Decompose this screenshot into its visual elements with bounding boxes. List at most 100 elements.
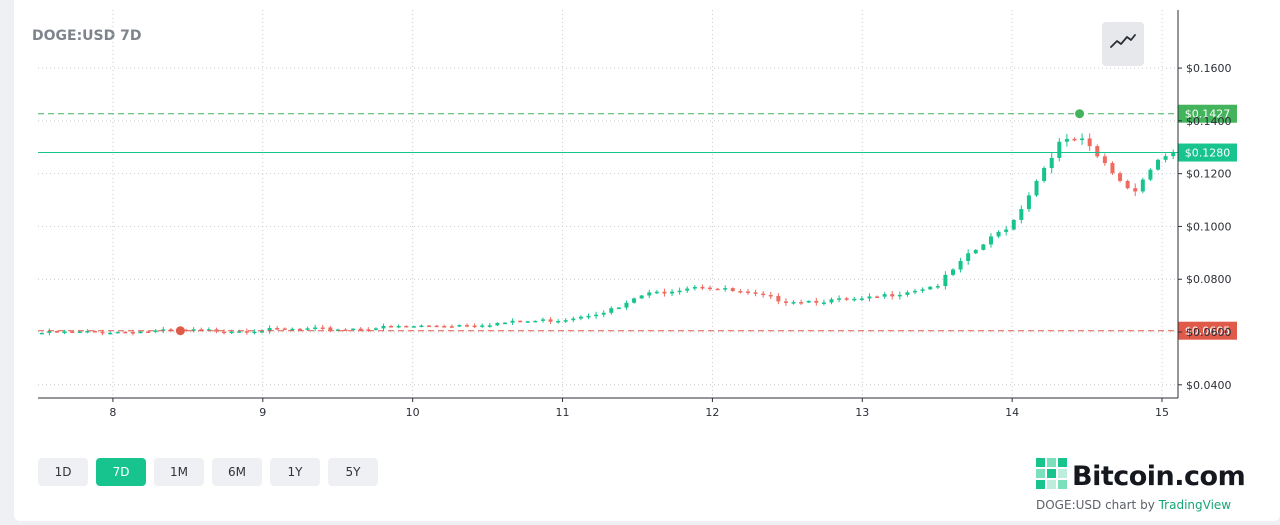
candle-body [335, 329, 340, 332]
candle-body [480, 325, 485, 327]
price-chart[interactable]: $0.0605$0.1280$0.1427 $0.0400$0.0600$0.0… [0, 0, 1280, 420]
candle-body [837, 298, 842, 300]
candle-body [928, 286, 933, 290]
candle-body [161, 329, 166, 331]
candle-body [556, 320, 561, 323]
low-price-tag-label: $0.0605 [1185, 325, 1231, 338]
x-tick-label: 11 [556, 406, 570, 419]
candle-body [844, 298, 849, 300]
candle-body [586, 315, 591, 318]
candle-body [449, 326, 454, 328]
candle-body [184, 329, 189, 332]
candle-body [1049, 157, 1054, 168]
candle-body [745, 291, 750, 293]
candle-body [244, 331, 249, 333]
candle-body [130, 332, 135, 334]
candle-body [753, 292, 758, 294]
candle-body [70, 331, 75, 334]
candle-body [351, 328, 356, 331]
line-chart-icon [1110, 34, 1136, 54]
candle-body [487, 325, 492, 327]
candle-body [768, 294, 773, 297]
candle-body [814, 300, 819, 303]
candle-body [495, 322, 500, 326]
candle-body [548, 319, 553, 322]
candle-body [738, 291, 743, 293]
candle-body [320, 327, 325, 329]
candle-body [616, 307, 621, 310]
candle-body [670, 291, 675, 294]
candle-body [730, 288, 735, 292]
candle-body [692, 286, 697, 289]
brand[interactable]: Bitcoin.com [1036, 458, 1246, 494]
x-tick-label: 9 [259, 406, 266, 419]
y-tick-label: $0.1600 [1186, 62, 1232, 75]
range-button-1d[interactable]: 1D [38, 458, 88, 486]
low-marker [175, 326, 185, 336]
candle-body [958, 260, 963, 270]
chart-type-toggle[interactable] [1102, 22, 1144, 66]
candle-body [1034, 180, 1039, 196]
candle-body [373, 328, 378, 330]
candle-body [343, 329, 348, 332]
candle-body [685, 288, 690, 291]
candle-body [935, 286, 940, 288]
candle-body [1140, 179, 1145, 192]
candle-body [389, 325, 394, 328]
candle-body [153, 330, 158, 332]
candle-body [821, 302, 826, 304]
y-tick-label: $0.1400 [1186, 115, 1232, 128]
candle-body [1026, 195, 1031, 210]
candle-body [905, 292, 910, 295]
x-tick-label: 8 [109, 406, 116, 419]
candle-body [1156, 159, 1161, 170]
chart-axes: $0.0400 $0.0600 $0.0800 $0.1000 $0.1200 $0.14… [38, 10, 1232, 419]
range-button-1y[interactable]: 1Y [270, 458, 320, 486]
candle-body [123, 331, 128, 334]
range-button-1m[interactable]: 1M [154, 458, 204, 486]
candle-body [723, 288, 728, 290]
time-range-selector: 1D 7D 1M 6M 1Y 5Y [38, 458, 378, 486]
candle-body [806, 300, 811, 303]
candle-body [328, 327, 333, 331]
candle-body [313, 327, 318, 329]
candle-body [708, 287, 713, 290]
candle-body [776, 295, 781, 302]
range-button-5y[interactable]: 5Y [328, 458, 378, 486]
candle-body [791, 302, 796, 304]
candle-body [533, 320, 538, 323]
current-price-tag [1178, 143, 1237, 162]
candle-body [138, 331, 143, 334]
candle-body [1171, 152, 1176, 157]
candle-body [639, 295, 644, 299]
candle-body [950, 269, 955, 275]
chart-card [14, 0, 1280, 521]
candle-body [427, 325, 432, 328]
bitcoin-com-logo-icon [1036, 458, 1068, 494]
candle-body [1133, 188, 1138, 192]
candle-body [677, 290, 682, 293]
candle-body [700, 286, 705, 289]
candle-body [297, 328, 302, 331]
price-lines: $0.0605 $0.1280 $0.1427 [38, 104, 1237, 340]
range-button-6m[interactable]: 6M [212, 458, 262, 486]
candles [39, 133, 1176, 336]
candle-body [601, 312, 606, 315]
candle-body [1064, 138, 1069, 142]
candle-body [525, 321, 530, 323]
candle-body [411, 326, 416, 328]
candle-body [996, 231, 1001, 237]
candle-body [1087, 138, 1092, 147]
candle-body [1057, 141, 1062, 158]
candle-body [1148, 169, 1153, 180]
candle-body [419, 325, 424, 328]
range-button-7d[interactable]: 7D [96, 458, 146, 486]
candle-body [237, 331, 242, 333]
tradingview-link[interactable]: TradingView [1158, 498, 1232, 512]
candle-body [624, 302, 629, 308]
candle-body [457, 325, 462, 327]
candle-body [404, 325, 409, 328]
candle-body [988, 236, 993, 245]
candle-body [783, 301, 788, 303]
candle-body [434, 325, 439, 328]
